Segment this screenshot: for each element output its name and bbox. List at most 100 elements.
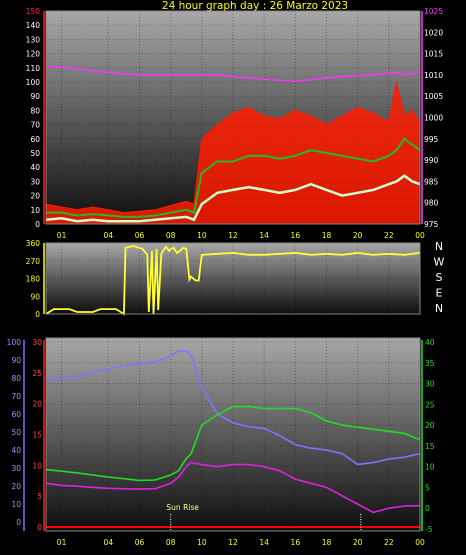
y-right-tick-label: 975 xyxy=(424,220,439,229)
y-left-tick-label: 100 xyxy=(26,78,41,87)
pressure-series xyxy=(45,65,421,83)
y-right-tick-label: 0 xyxy=(425,504,430,513)
x-tick-label: 12 xyxy=(228,231,238,240)
chart-title: 24 hour graph day : 26 Marzo 2023 xyxy=(162,0,348,12)
y-tick-label: 270 xyxy=(26,257,41,266)
y-right-tick-label: 40 xyxy=(425,338,435,347)
sunrise-label: Sun Rise xyxy=(166,503,199,512)
humidity-tick-label: 30 xyxy=(11,464,21,473)
humidity-tick-label: 20 xyxy=(11,482,21,491)
x-tick-label: 00 xyxy=(415,231,425,240)
wind-max-series xyxy=(45,81,421,225)
y-right-tick-label: 1025 xyxy=(424,7,443,16)
y-left-tick-label: 130 xyxy=(26,35,41,44)
y-left-tick-label: 110 xyxy=(26,64,41,73)
y-left-tick-label: 0 xyxy=(35,220,40,229)
compass-label: N xyxy=(435,302,443,315)
y-tick-label: 90 xyxy=(30,292,40,301)
y-left-tick-label: 90 xyxy=(30,92,40,101)
y-left-tick-label: 20 xyxy=(30,192,40,201)
y-right-tick-label: 990 xyxy=(424,156,439,165)
wind-plot-series xyxy=(45,65,421,225)
x-tick-label: 06 xyxy=(135,538,145,547)
humidity-tick-label: 80 xyxy=(11,374,21,383)
direction-plot-series xyxy=(45,245,421,316)
x-tick-label: 18 xyxy=(322,538,332,547)
temp-plot-series: Sun Rise xyxy=(45,350,421,531)
x-tick-label: 06 xyxy=(135,231,145,240)
x-tick-label: 22 xyxy=(384,538,394,547)
y-left-tick-label: 120 xyxy=(26,50,41,59)
temp-tick-label: 10 xyxy=(32,461,42,470)
temp-tick-label: 25 xyxy=(32,369,42,378)
y-right-tick-label: 1020 xyxy=(424,28,443,37)
wind-plot-ticks: 0102030405060708090100110120130140150975… xyxy=(26,7,444,240)
y-left-tick-label: 140 xyxy=(26,21,41,30)
compass-label: W xyxy=(434,256,445,269)
humidity-tick-label: 70 xyxy=(11,392,21,401)
direction-plot-ticks: 0 90 180 270 360 xyxy=(26,239,45,319)
y-left-tick-label: 10 xyxy=(30,206,40,215)
x-tick-label: 08 xyxy=(166,538,176,547)
temp-tick-label: 20 xyxy=(32,400,42,409)
y-left-tick-label: 70 xyxy=(30,121,40,130)
x-tick-label: 01 xyxy=(57,538,67,547)
humidity-tick-label: 100 xyxy=(7,338,22,347)
compass-label: S xyxy=(436,271,443,284)
x-tick-label: 22 xyxy=(384,231,394,240)
temp-series xyxy=(45,405,421,482)
humidity-tick-label: 60 xyxy=(11,410,21,419)
wind-direction-series xyxy=(45,245,421,316)
y-right-tick-label: 1010 xyxy=(424,71,443,80)
temp-plot-ticks: 0102030405060708090100051015202530-50510… xyxy=(7,338,435,547)
x-tick-label: 01 xyxy=(57,231,67,240)
y-right-tick-label: 1015 xyxy=(424,50,443,59)
y-left-tick-label: 30 xyxy=(30,177,40,186)
y-right-tick-label: 1005 xyxy=(424,92,443,101)
y-right-tick-label: 30 xyxy=(425,380,435,389)
y-left-tick-label: 40 xyxy=(30,163,40,172)
y-tick-label: 180 xyxy=(26,275,41,284)
x-tick-label: 10 xyxy=(197,538,207,547)
x-tick-label: 10 xyxy=(197,231,207,240)
y-right-tick-label: 15 xyxy=(425,442,435,451)
humidity-tick-label: 90 xyxy=(11,356,21,365)
wind-min-series xyxy=(45,174,421,223)
y-right-tick-label: 35 xyxy=(425,359,435,368)
y-left-tick-label: 60 xyxy=(30,135,40,144)
compass-label: E xyxy=(436,287,443,300)
x-tick-label: 00 xyxy=(415,538,425,547)
humidity-tick-label: 10 xyxy=(11,500,21,509)
y-right-tick-label: 985 xyxy=(424,177,439,186)
y-right-tick-label: 10 xyxy=(425,463,435,472)
x-tick-label: 18 xyxy=(322,231,332,240)
y-tick-label: 360 xyxy=(26,239,41,248)
temp-tick-label: 30 xyxy=(32,338,42,347)
humidity-tick-label: 0 xyxy=(16,518,21,527)
y-right-tick-label: 1000 xyxy=(424,114,443,123)
x-tick-label: 04 xyxy=(104,538,114,547)
y-left-tick-label: 80 xyxy=(30,106,40,115)
wind-plot-frame xyxy=(45,10,421,225)
humidity-tick-label: 50 xyxy=(11,428,21,437)
x-tick-label: 14 xyxy=(259,538,269,547)
x-tick-label: 20 xyxy=(353,231,363,240)
temp-plot-grid xyxy=(46,338,421,531)
x-tick-label: 14 xyxy=(259,231,269,240)
y-right-tick-label: 980 xyxy=(424,199,439,208)
dewpoint-series xyxy=(45,461,421,514)
x-tick-label: 12 xyxy=(228,538,238,547)
temp-tick-label: 15 xyxy=(32,431,42,440)
temp-tick-label: 5 xyxy=(37,492,42,501)
y-right-tick-label: -5 xyxy=(425,525,433,534)
y-right-tick-label: 20 xyxy=(425,421,435,430)
x-tick-label: 16 xyxy=(291,231,301,240)
temp-plot-background xyxy=(46,338,420,531)
temp-plot-frame xyxy=(45,337,421,532)
y-tick-label: 0 xyxy=(35,310,40,319)
humidity-tick-label: 40 xyxy=(11,446,21,455)
x-tick-label: 16 xyxy=(291,538,301,547)
wind-avg-series xyxy=(46,137,421,218)
